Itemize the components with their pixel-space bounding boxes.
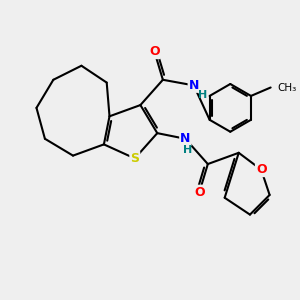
Text: O: O (194, 186, 205, 199)
Text: CH₃: CH₃ (278, 82, 297, 92)
Text: N: N (180, 132, 190, 145)
Text: H: H (198, 90, 207, 100)
Text: O: O (149, 45, 160, 58)
Text: N: N (189, 79, 199, 92)
Text: S: S (130, 152, 139, 165)
Text: O: O (256, 163, 266, 176)
Text: H: H (183, 145, 192, 155)
